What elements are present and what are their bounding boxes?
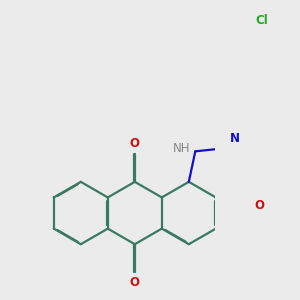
Text: N: N xyxy=(230,132,239,145)
Text: NH: NH xyxy=(173,142,190,155)
Text: O: O xyxy=(130,276,140,289)
Text: Cl: Cl xyxy=(255,14,268,27)
Text: O: O xyxy=(130,137,140,150)
Text: O: O xyxy=(254,200,264,212)
